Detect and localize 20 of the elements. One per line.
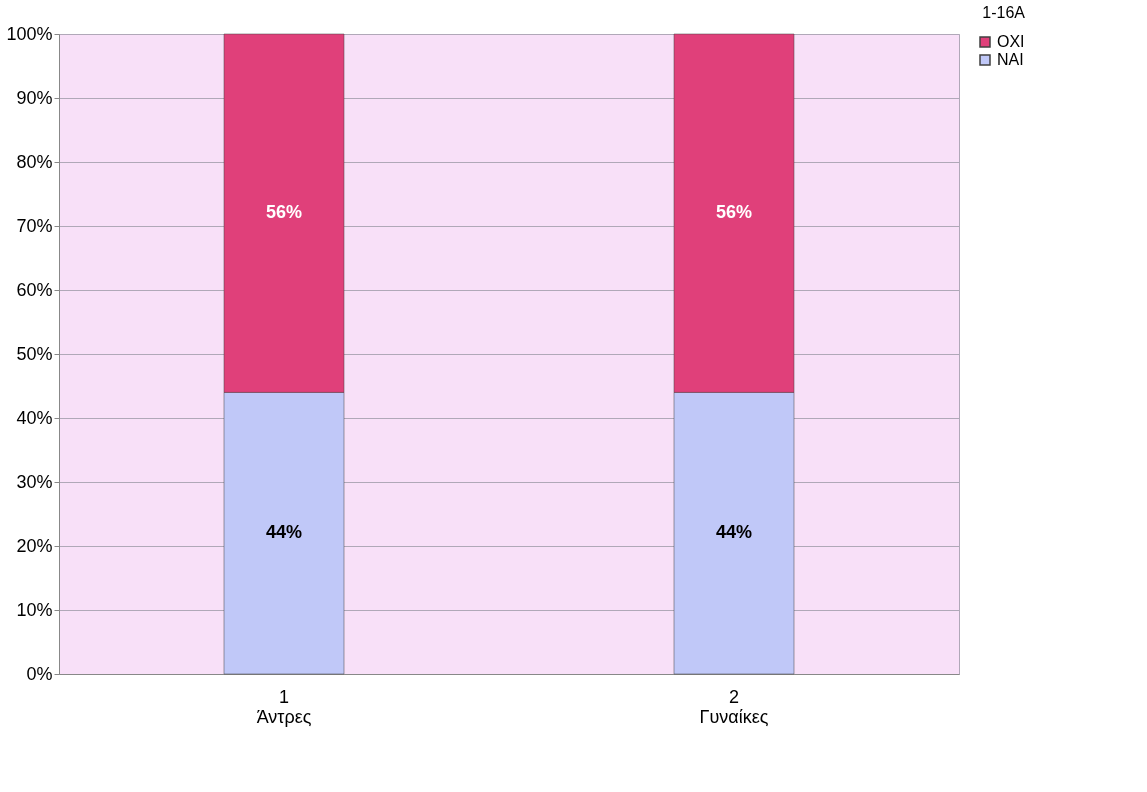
y-tick-label: 30% (16, 471, 53, 492)
y-tick-label: 60% (16, 279, 53, 300)
y-tick-label: 90% (16, 87, 53, 108)
x-tick-label: 2 Γυναίκες (699, 686, 769, 727)
legend-label: OXI (997, 33, 1025, 50)
y-tick-label: 100% (6, 23, 53, 44)
y-tick-label: 80% (16, 151, 53, 172)
text: 1-16A (982, 4, 1026, 21)
data-label: 56% (715, 202, 753, 223)
y-tick-label: 10% (16, 599, 53, 620)
y-tick-label: 50% (16, 343, 53, 364)
x-tick-label: 1 Άντρες (256, 686, 312, 727)
y-tick-label: 40% (16, 407, 53, 428)
y-tick-label: 0% (26, 663, 53, 684)
legend-label: NAI (997, 51, 1024, 68)
data-label: 44% (715, 522, 753, 543)
y-tick-label: 70% (16, 215, 53, 236)
y-tick-label: 20% (16, 535, 53, 556)
data-label: 56% (265, 202, 303, 223)
data-label: 44% (265, 522, 303, 543)
